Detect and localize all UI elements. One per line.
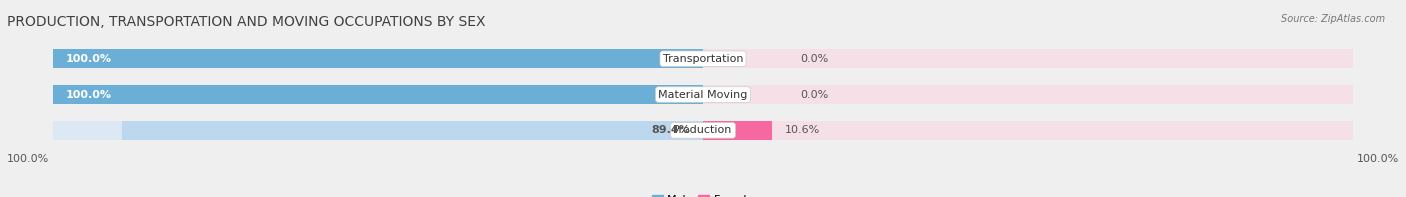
Bar (703, 121, 772, 140)
Text: 100.0%: 100.0% (1357, 154, 1399, 164)
Bar (52, 49, 703, 68)
Text: 100.0%: 100.0% (7, 154, 49, 164)
Text: 0.0%: 0.0% (800, 54, 828, 64)
Text: 0.0%: 0.0% (800, 90, 828, 99)
Text: 100.0%: 100.0% (66, 90, 111, 99)
Text: 100.0%: 100.0% (66, 54, 111, 64)
Text: 89.4%: 89.4% (651, 125, 690, 135)
Bar (52, 121, 703, 140)
Bar (52, 49, 703, 68)
Text: PRODUCTION, TRANSPORTATION AND MOVING OCCUPATIONS BY SEX: PRODUCTION, TRANSPORTATION AND MOVING OC… (7, 15, 485, 29)
Bar (52, 85, 703, 104)
Text: Source: ZipAtlas.com: Source: ZipAtlas.com (1281, 14, 1385, 24)
Bar (703, 85, 1354, 104)
Legend: Male, Female: Male, Female (647, 190, 759, 197)
Bar (703, 49, 1354, 68)
Text: Material Moving: Material Moving (658, 90, 748, 99)
Text: 10.6%: 10.6% (785, 125, 820, 135)
Bar (703, 121, 1354, 140)
Text: Transportation: Transportation (662, 54, 744, 64)
Bar (121, 121, 703, 140)
Text: Production: Production (673, 125, 733, 135)
Bar (52, 85, 703, 104)
